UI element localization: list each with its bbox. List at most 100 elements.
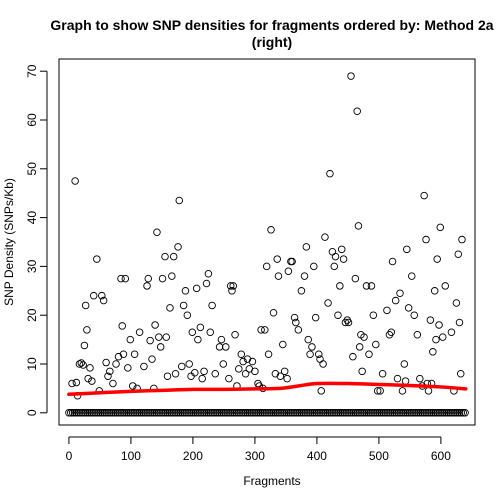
data-point: [351, 274, 360, 283]
data-point: [215, 343, 224, 351]
data-point: [308, 343, 316, 351]
data-point: [135, 409, 144, 417]
y-tick-label: 10: [25, 357, 39, 371]
data-point: [279, 340, 287, 349]
data-point: [104, 372, 112, 380]
data-point: [377, 409, 386, 417]
data-point: [176, 409, 185, 417]
data-point: [355, 409, 363, 417]
data-point: [106, 409, 114, 417]
data-point: [319, 360, 327, 368]
data-point: [366, 409, 374, 417]
data-point: [239, 357, 247, 366]
data-point: [168, 272, 176, 280]
data-point: [306, 350, 314, 358]
data-point: [107, 409, 116, 417]
data-point: [253, 409, 261, 417]
data-point: [226, 409, 235, 417]
data-point: [430, 287, 439, 295]
data-point: [328, 248, 337, 256]
data-point: [271, 370, 280, 378]
data-point: [79, 361, 87, 369]
data-point: [284, 409, 293, 417]
x-axis: 0 100 200 300 400 500 600: [66, 436, 451, 463]
data-point: [365, 350, 373, 358]
data-point: [394, 409, 402, 417]
data-point: [85, 409, 94, 417]
data-point: [360, 409, 369, 417]
data-point: [202, 409, 211, 417]
x-tick-label: 600: [431, 449, 451, 463]
data-point: [251, 367, 259, 376]
data-point: [173, 409, 181, 417]
data-point: [251, 409, 259, 417]
data-point: [189, 409, 198, 417]
data-point: [223, 409, 231, 417]
data-point: [338, 409, 347, 417]
data-point: [150, 409, 159, 417]
data-point: [206, 328, 215, 337]
data-point: [141, 409, 149, 417]
data-point: [273, 255, 281, 263]
data-point: [143, 282, 151, 290]
data-point: [297, 409, 306, 417]
data-point: [383, 409, 391, 417]
data-point: [311, 313, 320, 322]
data-point: [353, 107, 361, 115]
data-point: [118, 322, 126, 330]
data-point: [422, 409, 430, 417]
data-point: [367, 282, 376, 290]
data-point: [234, 409, 242, 417]
data-point: [158, 409, 166, 417]
data-point: [284, 267, 293, 276]
data-point: [194, 335, 202, 344]
data-point: [440, 409, 449, 417]
data-point: [330, 262, 339, 271]
data-point: [163, 372, 172, 380]
data-point: [126, 409, 135, 417]
x-tick-label: 100: [121, 449, 141, 463]
data-point: [247, 409, 255, 417]
data-point: [297, 287, 306, 295]
data-point: [347, 72, 355, 80]
data-point: [256, 409, 265, 417]
data-point: [271, 409, 280, 417]
data-point: [83, 409, 92, 417]
data-point: [334, 409, 343, 417]
data-point: [452, 409, 460, 417]
data-point: [100, 409, 109, 417]
data-point: [444, 409, 453, 417]
data-point: [102, 358, 110, 367]
data-point: [407, 409, 415, 417]
data-point: [183, 311, 192, 319]
data-point: [355, 343, 364, 351]
y-axis: 0 10 20 30 40 50 60 70: [25, 64, 48, 416]
data-point: [303, 409, 311, 417]
data-point: [321, 233, 329, 241]
data-point: [236, 409, 244, 417]
data-point: [206, 409, 215, 417]
data-point: [396, 289, 404, 297]
data-point: [362, 409, 371, 417]
data-point: [200, 409, 209, 417]
data-point: [340, 409, 348, 417]
data-point: [212, 409, 220, 417]
data-point: [249, 409, 257, 417]
data-point: [248, 357, 257, 366]
data-point: [196, 323, 205, 332]
data-point: [219, 360, 228, 368]
data-point: [146, 336, 154, 345]
data-point: [222, 343, 230, 351]
data-point: [302, 243, 311, 251]
data-point: [310, 262, 318, 271]
data-point: [429, 409, 438, 417]
data-point: [379, 409, 387, 417]
data-point: [326, 169, 334, 178]
y-tick-label: 40: [25, 211, 39, 225]
data-point: [83, 326, 91, 334]
data-point: [319, 409, 328, 417]
data-point: [378, 370, 387, 378]
data-point: [455, 409, 464, 417]
data-point: [327, 409, 335, 417]
data-point: [457, 409, 466, 417]
